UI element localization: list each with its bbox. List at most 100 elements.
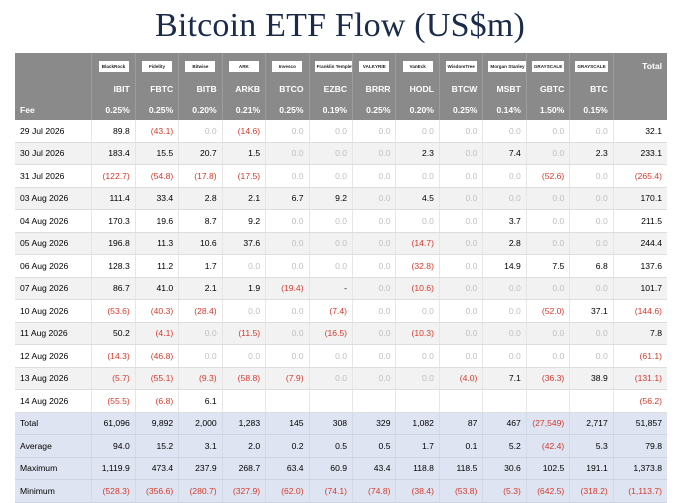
- flow-cell: 0.0: [526, 232, 571, 255]
- flow-cell: (17.5): [222, 164, 267, 188]
- issuer-logo: Franklin Templeton: [314, 60, 352, 72]
- issuer-logo-cell: VALKYRIE: [352, 53, 397, 79]
- flow-cell: [569, 389, 614, 413]
- flow-cell: (10.6): [395, 277, 440, 300]
- flow-cell: 0.0: [309, 232, 354, 255]
- flow-cell: 0.0: [439, 299, 484, 323]
- summary-cell: (74.1): [309, 479, 354, 503]
- flow-cell: [482, 389, 527, 413]
- flow-cell: 170.3: [91, 209, 136, 233]
- flow-cell: (6.8): [135, 389, 180, 413]
- date-cell: 31 Jul 2026: [15, 164, 93, 188]
- summary-cell: 43.4: [352, 457, 397, 480]
- flow-cell: 0.0: [178, 120, 223, 143]
- ticker-header: GBTC: [526, 79, 571, 99]
- row-total-cell: 170.1: [613, 187, 667, 210]
- flow-cell: 9.2: [309, 187, 354, 210]
- flow-cell: 11.3: [135, 232, 180, 255]
- table-row: 10 Aug 2026 (53.6) (40.3) (28.4) 0.0 0.0 (7.4)…: [15, 299, 667, 323]
- flow-cell: 111.4: [91, 187, 136, 210]
- issuer-logo-cell: Bitwise: [178, 53, 223, 79]
- summary-cell: 329: [352, 412, 397, 435]
- table-row: 06 Aug 2026 128.3 11.2 1.7 0.0 0.0 0.0 0.0 (32.8…: [15, 254, 667, 278]
- flow-cell: 0.0: [569, 277, 614, 300]
- summary-cell: 1,119.9: [91, 457, 136, 480]
- row-total-cell: (56.2): [613, 389, 667, 413]
- summary-cell: 118.5: [439, 457, 484, 480]
- flow-cell: 0.0: [482, 164, 527, 188]
- summary-cell: (356.6): [135, 479, 180, 503]
- flow-cell: 0.0: [265, 120, 310, 143]
- issuer-logo-cell: WisdomTree: [439, 53, 484, 79]
- row-total-cell: 101.7: [613, 277, 667, 300]
- ticker-header: HODL: [395, 79, 440, 99]
- table-row: 05 Aug 2026 196.8 11.3 10.6 37.6 0.0 0.0 0.0 (14…: [15, 232, 667, 255]
- row-total-cell: 233.1: [613, 142, 667, 165]
- date-cell: 29 Jul 2026: [15, 120, 93, 143]
- summary-label: Minimum: [15, 479, 93, 503]
- summary-cell: 60.9: [309, 457, 354, 480]
- issuer-logo-cell: BlackRock: [91, 53, 136, 79]
- flow-cell: 0.0: [352, 142, 397, 165]
- flow-cell: 0.0: [222, 299, 267, 323]
- row-total-cell: (131.1): [613, 367, 667, 390]
- ticker-header: BRRR: [352, 79, 397, 99]
- summary-cell: 61,096: [91, 412, 136, 435]
- flow-cell: 1.5: [222, 142, 267, 165]
- flow-cell: (10.3): [395, 322, 440, 345]
- flow-cell: 2.3: [395, 142, 440, 165]
- issuer-logo: Morgan Stanley: [488, 60, 526, 72]
- flow-cell: 0.0: [439, 142, 484, 165]
- summary-cell: (27,549): [526, 412, 571, 435]
- date-cell: 14 Aug 2026: [15, 389, 93, 413]
- summary-cell: (53.8): [439, 479, 484, 503]
- issuer-logo-row: BlackRock Fidelity Bitwise ARK Invesco Frankl…: [15, 53, 667, 79]
- ticker-header: BTCO: [265, 79, 310, 99]
- issuer-logo: Fidelity: [141, 60, 172, 72]
- table-body: 29 Jul 2026 89.8 (43.1) 0.0 (14.6) 0.0 0.0 0.0 0…: [15, 120, 667, 503]
- flow-cell: 6.1: [178, 389, 223, 413]
- row-total-cell: 32.1: [613, 120, 667, 143]
- date-cell: 11 Aug 2026: [15, 322, 93, 345]
- issuer-logo: Invesco: [272, 60, 303, 72]
- flow-cell: 0.0: [309, 209, 354, 233]
- flow-cell: 128.3: [91, 254, 136, 278]
- flow-cell: 7.4: [482, 142, 527, 165]
- flow-cell: [439, 389, 484, 413]
- issuer-logo-cell: Fidelity: [135, 53, 180, 79]
- summary-cell: 102.5: [526, 457, 571, 480]
- flow-cell: 6.7: [265, 187, 310, 210]
- flow-cell: 0.0: [526, 142, 571, 165]
- flow-cell: 0.0: [526, 187, 571, 210]
- table-row: 12 Aug 2026 (14.3) (46.8) 0.0 0.0 0.0 0.0 0.0 0.…: [15, 344, 667, 368]
- flow-cell: 0.0: [526, 322, 571, 345]
- flow-cell: 0.0: [352, 299, 397, 323]
- summary-cell: 30.6: [482, 457, 527, 480]
- table-row: 13 Aug 2026 (5.7) (55.1) (9.3) (58.8) (7.9) 0.…: [15, 367, 667, 390]
- header-corner: [15, 53, 93, 79]
- flow-cell: (19.4): [265, 277, 310, 300]
- fee-cell: 1.50%: [526, 99, 571, 120]
- issuer-logo-cell: VanEck: [395, 53, 440, 79]
- flow-cell: 0.0: [526, 277, 571, 300]
- ticker-header: BTC: [569, 79, 614, 99]
- flow-cell: 0.0: [482, 322, 527, 345]
- ticker-header-blank: [613, 79, 667, 99]
- table-row: 04 Aug 2026 170.3 19.6 8.7 9.2 0.0 0.0 0.0 0.0 0.…: [15, 209, 667, 233]
- flow-cell: 0.0: [352, 164, 397, 188]
- flow-cell: 9.2: [222, 209, 267, 233]
- flow-cell: -: [309, 277, 354, 300]
- summary-total-cell: 1,373.8: [613, 457, 667, 480]
- flow-cell: 0.0: [439, 232, 484, 255]
- flow-cell: (58.8): [222, 367, 267, 390]
- summary-label: Total: [15, 412, 93, 435]
- fee-cell: 0.15%: [569, 99, 614, 120]
- summary-cell: 1,283: [222, 412, 267, 435]
- flow-cell: 0.0: [569, 164, 614, 188]
- flow-cell: 2.1: [178, 277, 223, 300]
- flow-cell: 10.6: [178, 232, 223, 255]
- flow-cell: 0.0: [439, 187, 484, 210]
- summary-cell: (42.4): [526, 434, 571, 458]
- table-row: 07 Aug 2026 86.7 41.0 2.1 1.9 (19.4) -0.0 (10.6…: [15, 277, 667, 300]
- flow-cell: 0.0: [439, 322, 484, 345]
